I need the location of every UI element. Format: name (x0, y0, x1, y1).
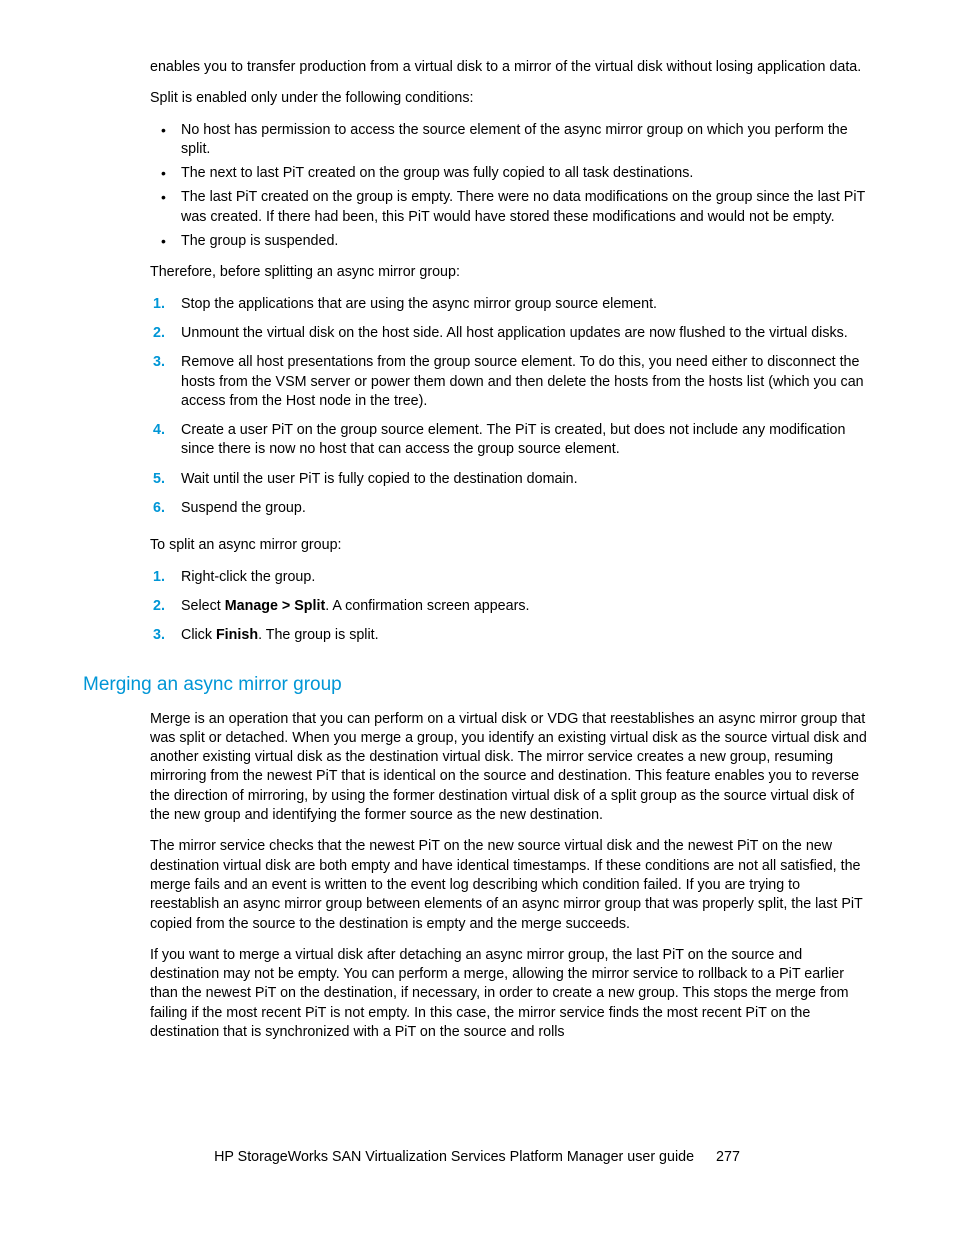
list-item: The next to last PiT created on the grou… (150, 164, 871, 183)
step-text-bold: Manage > Split (225, 598, 326, 614)
list-item: Select Manage > Split. A confirmation sc… (150, 597, 871, 616)
step-text-post: . The group is split. (258, 627, 379, 643)
paragraph: If you want to merge a virtual disk afte… (150, 946, 871, 1042)
paragraph: Split is enabled only under the followin… (150, 89, 871, 108)
step-text-bold: Finish (216, 627, 258, 643)
list-item: Create a user PiT on the group source el… (150, 421, 871, 460)
paragraph: The mirror service checks that the newes… (150, 837, 871, 933)
page-number: 277 (716, 1149, 740, 1165)
step-text-post: . A confirmation screen appears. (325, 598, 529, 614)
paragraph: Therefore, before splitting an async mir… (150, 263, 871, 282)
list-item: Right-click the group. (150, 568, 871, 587)
ordered-list-split-steps: Right-click the group. Select Manage > S… (150, 568, 871, 646)
paragraph: enables you to transfer production from … (150, 58, 871, 77)
paragraph: Merge is an operation that you can perfo… (150, 710, 871, 826)
document-page: enables you to transfer production from … (0, 0, 954, 1042)
list-item: Click Finish. The group is split. (150, 626, 871, 645)
footer-title: HP StorageWorks SAN Virtualization Servi… (214, 1149, 694, 1165)
list-item: Wait until the user PiT is fully copied … (150, 470, 871, 489)
list-item: The group is suspended. (150, 232, 871, 251)
paragraph: To split an async mirror group: (150, 536, 871, 555)
list-item: The last PiT created on the group is emp… (150, 188, 871, 227)
bullet-list-conditions: No host has permission to access the sou… (150, 121, 871, 252)
section-heading-merging: Merging an async mirror group (83, 674, 871, 696)
step-text-pre: Click (181, 627, 216, 643)
list-item: Stop the applications that are using the… (150, 295, 871, 314)
list-item: Suspend the group. (150, 499, 871, 518)
list-item: No host has permission to access the sou… (150, 121, 871, 160)
list-item: Unmount the virtual disk on the host sid… (150, 324, 871, 343)
list-item: Remove all host presentations from the g… (150, 353, 871, 411)
page-footer: HP StorageWorks SAN Virtualization Servi… (0, 1149, 954, 1165)
step-text-pre: Select (181, 598, 225, 614)
ordered-list-before-split: Stop the applications that are using the… (150, 295, 871, 519)
